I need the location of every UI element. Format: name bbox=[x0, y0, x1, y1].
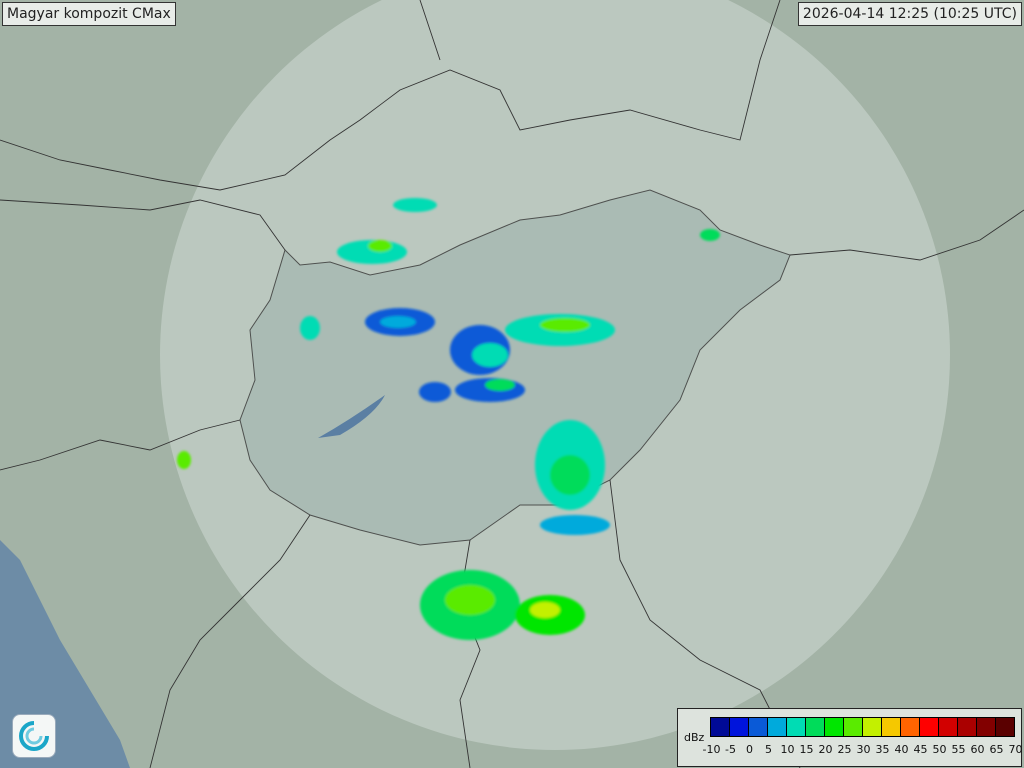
legend-tick-label: 45 bbox=[913, 743, 928, 756]
legend-tick-label: -10 bbox=[702, 743, 721, 756]
legend-tick-label: 50 bbox=[932, 743, 947, 756]
legend-tick-label: 35 bbox=[875, 743, 890, 756]
legend-swatch bbox=[863, 718, 882, 736]
dbz-color-legend: dBz -10 -5 0 5 10 15 20 25 30 35 40 45 50 55 60 65 70 bbox=[677, 708, 1024, 767]
legend-swatch bbox=[730, 718, 749, 736]
legend-tick-label: 40 bbox=[894, 743, 909, 756]
legend-swatch bbox=[825, 718, 844, 736]
legend-tick-label: 15 bbox=[799, 743, 814, 756]
adriatic-sea bbox=[0, 540, 130, 768]
legend-tick-label: 5 bbox=[765, 743, 772, 756]
legend-color-bar bbox=[710, 717, 1015, 737]
legend-swatch bbox=[844, 718, 863, 736]
timestamp: 2026-04-14 12:25 (10:25 UTC) bbox=[797, 2, 1022, 26]
radar-echoes bbox=[177, 198, 720, 640]
legend-ticks: -10 -5 0 5 10 15 20 25 30 35 40 45 50 55 60 65 70 bbox=[702, 743, 1024, 756]
legend-swatch bbox=[901, 718, 920, 736]
legend-tick-label: 30 bbox=[856, 743, 871, 756]
legend-swatch bbox=[768, 718, 787, 736]
legend-swatch bbox=[711, 718, 730, 736]
legend-tick-label: 55 bbox=[951, 743, 966, 756]
met-service-logo-icon bbox=[12, 714, 56, 758]
legend-tick-label: 0 bbox=[746, 743, 753, 756]
legend-tick-label: 65 bbox=[989, 743, 1004, 756]
legend-swatch bbox=[806, 718, 825, 736]
legend-swatch bbox=[920, 718, 939, 736]
legend-swatch bbox=[882, 718, 901, 736]
legend-swatch bbox=[996, 718, 1014, 736]
map-title: Magyar kompozit CMax bbox=[2, 2, 176, 26]
legend-tick-label: 25 bbox=[837, 743, 852, 756]
legend-swatch bbox=[958, 718, 977, 736]
legend-tick-label: -5 bbox=[725, 743, 736, 756]
legend-unit: dBz bbox=[684, 731, 705, 744]
hungary-border bbox=[239, 189, 791, 546]
legend-tick-label: 20 bbox=[818, 743, 833, 756]
legend-swatch bbox=[977, 718, 996, 736]
legend-swatch bbox=[749, 718, 768, 736]
legend-tick-label: 60 bbox=[970, 743, 985, 756]
legend-swatch bbox=[787, 718, 806, 736]
legend-swatch bbox=[939, 718, 958, 736]
legend-tick-label: 70 bbox=[1008, 743, 1023, 756]
legend-tick-label: 10 bbox=[780, 743, 795, 756]
